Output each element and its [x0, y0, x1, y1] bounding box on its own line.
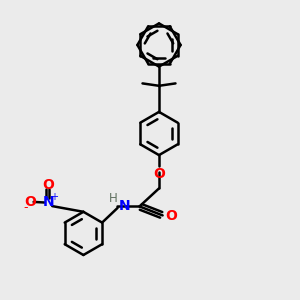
Text: O: O [165, 209, 177, 223]
Text: +: + [50, 192, 58, 202]
Text: H: H [109, 192, 118, 205]
Text: -: - [23, 201, 28, 214]
Text: O: O [43, 178, 55, 192]
Text: O: O [24, 195, 36, 209]
Text: O: O [153, 167, 165, 181]
Text: N: N [43, 196, 54, 209]
Text: N: N [119, 200, 131, 213]
